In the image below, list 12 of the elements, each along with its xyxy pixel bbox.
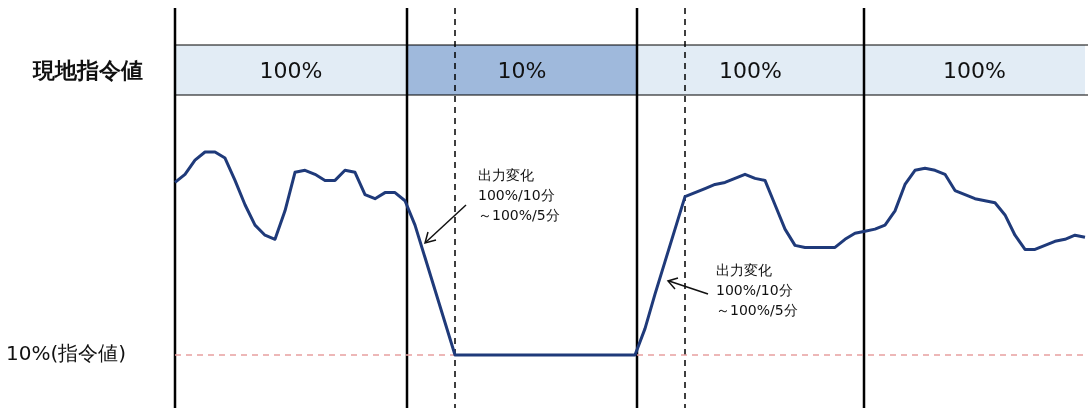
- annotation: ～100%/5分: [716, 301, 798, 318]
- text: 100%: [259, 57, 323, 83]
- text: 10%: [497, 57, 547, 83]
- annotation: ～100%/5分: [478, 206, 560, 223]
- ref-line-label: 10%(指令値): [6, 341, 127, 366]
- annotation: 出力変化: [716, 261, 772, 278]
- text: 100%: [719, 57, 782, 83]
- annotation: 出力変化: [478, 166, 534, 183]
- annotation: 100%/10分: [478, 186, 555, 203]
- text: 現地指令値: [32, 57, 143, 83]
- annotation: 100%/10分: [716, 281, 793, 298]
- text: 100%: [943, 57, 1006, 83]
